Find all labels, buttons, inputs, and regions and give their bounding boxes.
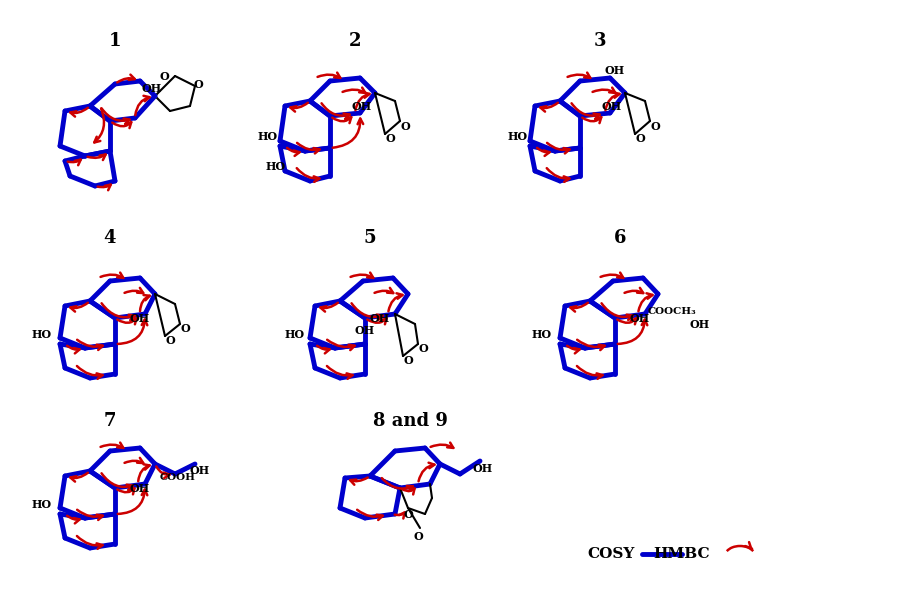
Text: HO: HO <box>532 328 552 340</box>
Text: 8 and 9: 8 and 9 <box>373 412 448 430</box>
Text: O: O <box>418 343 428 353</box>
Text: OH: OH <box>130 483 150 493</box>
Text: COOH: COOH <box>160 473 196 483</box>
Text: OH: OH <box>130 312 150 324</box>
Text: 7: 7 <box>104 412 116 430</box>
Text: O: O <box>165 334 175 346</box>
Text: 3: 3 <box>594 32 606 50</box>
Text: OH: OH <box>473 462 493 473</box>
Text: 4: 4 <box>104 229 116 247</box>
Text: HMBC: HMBC <box>654 547 710 561</box>
Text: O: O <box>403 508 413 520</box>
Text: O: O <box>193 79 203 89</box>
Text: O: O <box>400 120 409 132</box>
Text: 5: 5 <box>364 229 377 247</box>
Text: O: O <box>159 70 169 82</box>
Text: HO: HO <box>258 131 278 141</box>
Text: HO: HO <box>266 160 286 172</box>
Text: HO: HO <box>508 131 528 141</box>
Text: HO: HO <box>285 328 305 340</box>
Text: HO: HO <box>32 328 52 340</box>
Text: O: O <box>385 132 395 144</box>
Text: O: O <box>635 132 645 144</box>
Text: OH: OH <box>190 465 210 476</box>
Text: O: O <box>650 120 660 132</box>
Text: O: O <box>413 530 423 542</box>
Text: OH: OH <box>142 83 162 95</box>
Text: 6: 6 <box>613 229 626 247</box>
Text: COSY: COSY <box>588 547 635 561</box>
Text: 2: 2 <box>349 32 361 50</box>
Text: OH: OH <box>602 101 622 111</box>
Text: OH: OH <box>630 312 650 324</box>
Text: O: O <box>403 355 413 365</box>
Text: OH: OH <box>352 101 372 111</box>
Text: COOCH₃: COOCH₃ <box>648 306 696 315</box>
Text: O: O <box>180 322 190 334</box>
Text: OH: OH <box>355 325 375 337</box>
Text: OH: OH <box>605 66 625 76</box>
Text: OH: OH <box>690 318 710 330</box>
Text: OH: OH <box>370 312 390 324</box>
Text: HO: HO <box>32 498 52 510</box>
Text: 1: 1 <box>109 32 122 50</box>
